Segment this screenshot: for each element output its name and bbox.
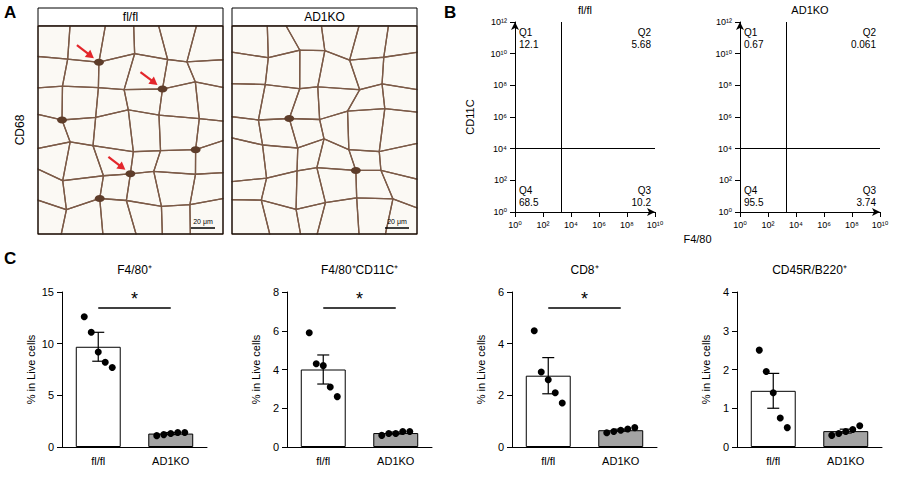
svg-text:4: 4 bbox=[723, 286, 729, 298]
svg-text:Q4: Q4 bbox=[744, 185, 758, 196]
svg-text:5.68: 5.68 bbox=[632, 39, 652, 50]
svg-text:AD1KO: AD1KO bbox=[827, 455, 865, 467]
svg-text:3.74: 3.74 bbox=[857, 197, 877, 208]
svg-text:% in Live cells: % in Live cells bbox=[700, 334, 712, 404]
svg-text:4: 4 bbox=[273, 364, 279, 376]
svg-text:3: 3 bbox=[723, 325, 729, 337]
svg-text:6: 6 bbox=[498, 286, 504, 298]
svg-text:10⁰: 10⁰ bbox=[733, 220, 747, 230]
svg-text:Q2: Q2 bbox=[638, 27, 652, 38]
svg-text:5: 5 bbox=[48, 389, 54, 401]
svg-text:fl/fl: fl/fl bbox=[541, 455, 555, 467]
svg-text:*: * bbox=[581, 289, 588, 309]
svg-text:10⁴: 10⁴ bbox=[718, 144, 732, 154]
svg-text:20 μm: 20 μm bbox=[193, 218, 213, 226]
svg-text:10¹²: 10¹² bbox=[491, 17, 507, 27]
svg-text:F4/80⁺: F4/80⁺ bbox=[117, 263, 152, 277]
svg-text:10⁶: 10⁶ bbox=[493, 112, 507, 122]
svg-text:10⁶: 10⁶ bbox=[817, 220, 831, 230]
svg-text:1: 1 bbox=[723, 402, 729, 414]
svg-text:fl/fl: fl/fl bbox=[91, 455, 105, 467]
svg-text:6: 6 bbox=[273, 325, 279, 337]
svg-text:10²: 10² bbox=[719, 175, 732, 185]
svg-text:10⁴: 10⁴ bbox=[789, 220, 803, 230]
svg-text:fl/fl: fl/fl bbox=[578, 4, 592, 16]
svg-text:AD1KO: AD1KO bbox=[152, 455, 190, 467]
svg-text:10⁰: 10⁰ bbox=[718, 207, 732, 217]
svg-text:0.061: 0.061 bbox=[851, 39, 876, 50]
svg-text:AD1KO: AD1KO bbox=[791, 4, 829, 16]
svg-text:8: 8 bbox=[273, 286, 279, 298]
svg-text:CD8⁺: CD8⁺ bbox=[570, 263, 598, 277]
svg-text:fl/fl: fl/fl bbox=[123, 10, 138, 24]
svg-text:Q2: Q2 bbox=[863, 27, 877, 38]
svg-text:CD11C: CD11C bbox=[464, 99, 476, 134]
svg-text:Q4: Q4 bbox=[519, 185, 533, 196]
svg-text:10⁶: 10⁶ bbox=[592, 220, 606, 230]
svg-text:B: B bbox=[444, 3, 456, 22]
svg-text:A: A bbox=[4, 3, 16, 22]
svg-text:0: 0 bbox=[498, 441, 504, 453]
svg-text:10²: 10² bbox=[761, 220, 774, 230]
svg-text:CD45R/B220⁺: CD45R/B220⁺ bbox=[772, 263, 847, 277]
svg-text:AD1KO: AD1KO bbox=[304, 10, 345, 24]
svg-text:10⁸: 10⁸ bbox=[845, 220, 859, 230]
svg-text:10.2: 10.2 bbox=[632, 197, 652, 208]
svg-text:CD68: CD68 bbox=[13, 114, 27, 145]
svg-text:10⁰: 10⁰ bbox=[493, 207, 507, 217]
svg-text:% in Live cells: % in Live cells bbox=[25, 334, 37, 404]
svg-text:0.67: 0.67 bbox=[744, 39, 764, 50]
svg-text:fl/fl: fl/fl bbox=[316, 455, 330, 467]
svg-text:0: 0 bbox=[723, 441, 729, 453]
svg-text:10⁶: 10⁶ bbox=[718, 112, 732, 122]
svg-text:12.1: 12.1 bbox=[519, 39, 539, 50]
svg-text:*: * bbox=[131, 289, 138, 309]
svg-text:10⁴: 10⁴ bbox=[564, 220, 578, 230]
svg-text:10¹⁰: 10¹⁰ bbox=[490, 49, 507, 59]
svg-text:10¹⁰: 10¹⁰ bbox=[872, 220, 889, 230]
svg-text:2: 2 bbox=[498, 389, 504, 401]
svg-text:*: * bbox=[356, 289, 363, 309]
svg-text:68.5: 68.5 bbox=[519, 197, 539, 208]
svg-text:2: 2 bbox=[723, 364, 729, 376]
svg-text:Q3: Q3 bbox=[863, 185, 877, 196]
svg-text:AD1KO: AD1KO bbox=[377, 455, 415, 467]
svg-text:95.5: 95.5 bbox=[744, 197, 764, 208]
svg-text:Q1: Q1 bbox=[744, 27, 758, 38]
svg-text:0: 0 bbox=[273, 441, 279, 453]
svg-text:% in Live cells: % in Live cells bbox=[250, 334, 262, 404]
svg-text:20 μm: 20 μm bbox=[387, 218, 407, 226]
svg-text:10⁸: 10⁸ bbox=[718, 80, 732, 90]
svg-text:10⁴: 10⁴ bbox=[493, 144, 507, 154]
svg-text:F4/80⁺CD11C⁺: F4/80⁺CD11C⁺ bbox=[321, 263, 398, 277]
svg-text:10¹²: 10¹² bbox=[716, 17, 732, 27]
svg-text:10⁰: 10⁰ bbox=[508, 220, 522, 230]
svg-text:fl/fl: fl/fl bbox=[766, 455, 780, 467]
svg-text:10¹⁰: 10¹⁰ bbox=[647, 220, 664, 230]
svg-text:% in Live cells: % in Live cells bbox=[475, 334, 487, 404]
svg-text:F4/80: F4/80 bbox=[683, 233, 711, 245]
svg-text:C: C bbox=[4, 249, 16, 268]
svg-text:10⁸: 10⁸ bbox=[620, 220, 634, 230]
svg-text:AD1KO: AD1KO bbox=[602, 455, 640, 467]
svg-text:Q1: Q1 bbox=[519, 27, 533, 38]
svg-text:2: 2 bbox=[273, 402, 279, 414]
svg-text:Q3: Q3 bbox=[638, 185, 652, 196]
svg-text:10²: 10² bbox=[494, 175, 507, 185]
svg-text:10¹⁰: 10¹⁰ bbox=[715, 49, 732, 59]
svg-text:0: 0 bbox=[48, 441, 54, 453]
svg-text:4: 4 bbox=[498, 338, 504, 350]
svg-text:15: 15 bbox=[42, 286, 54, 298]
svg-text:10: 10 bbox=[42, 338, 54, 350]
svg-text:10²: 10² bbox=[536, 220, 549, 230]
svg-text:10⁸: 10⁸ bbox=[493, 80, 507, 90]
